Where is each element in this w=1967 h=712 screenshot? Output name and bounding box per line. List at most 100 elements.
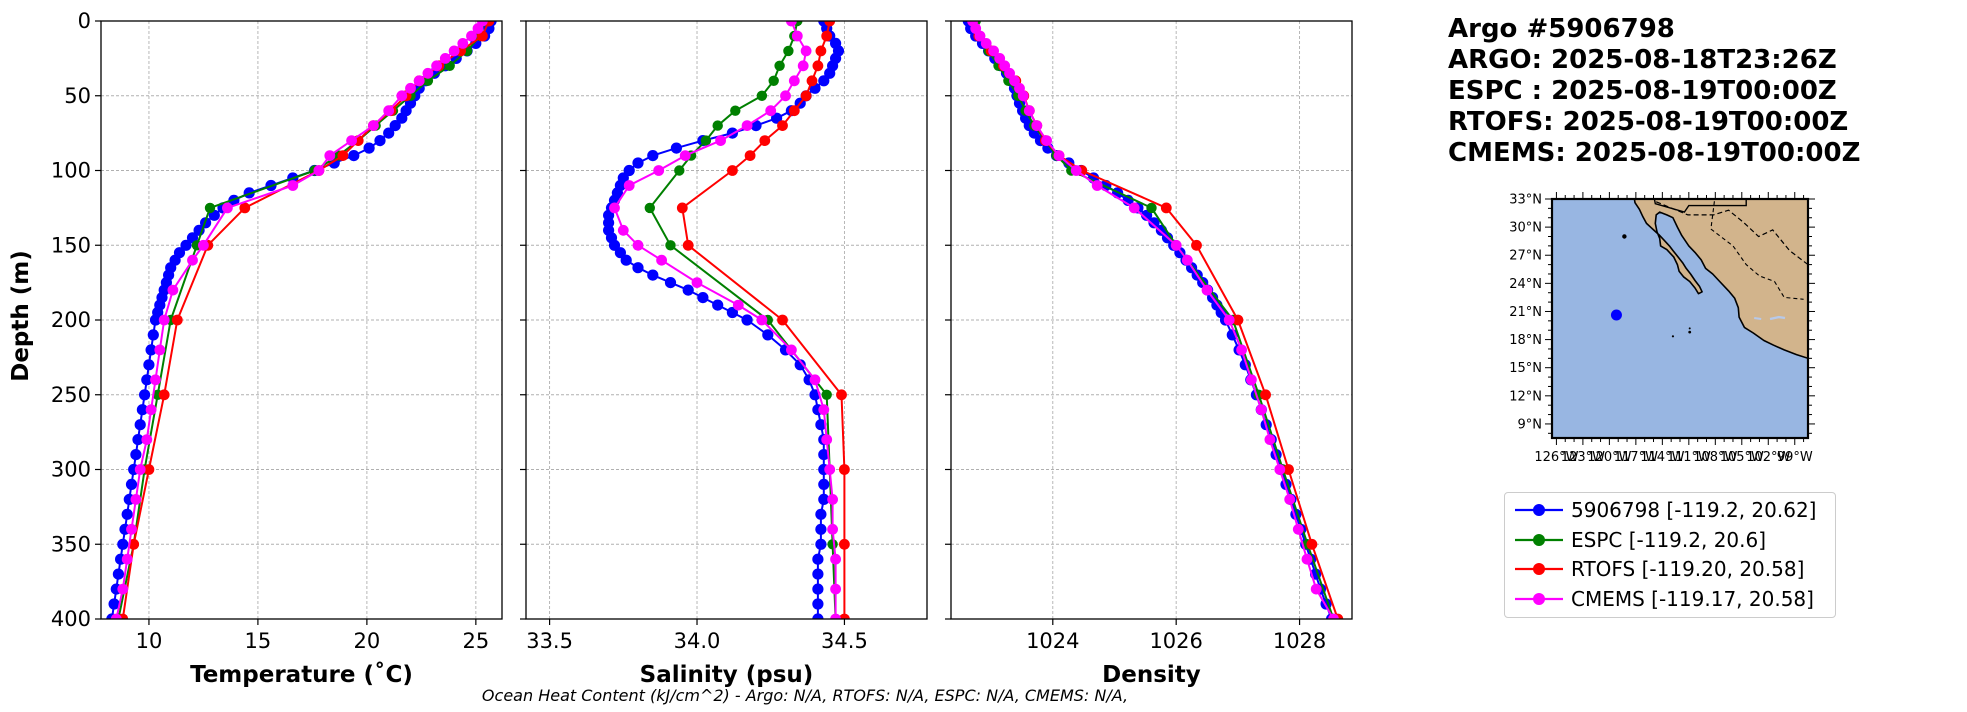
data-point-rtofs (839, 613, 850, 619)
data-point-rtofs (1260, 389, 1271, 401)
profile-panel-2: 33.5 34.0 34.5 Salinity (psu) (520, 20, 928, 688)
map-lon-label: 99°W (1777, 450, 1813, 465)
data-point-cmems (1246, 374, 1257, 386)
data-point-cmems (1031, 120, 1043, 131)
data-point-cmems (198, 239, 209, 251)
data-point-cmems (313, 165, 325, 176)
data-point-argo (112, 568, 124, 580)
footer-ohc-note: Ocean Heat Content (kJ/cm^2) - Argo: N/A… (482, 686, 1128, 705)
data-point-cmems (830, 583, 841, 595)
data-point-espc (827, 539, 838, 550)
profile-panels: 10 15 20 25050100150200250300350400Temperat… (51, 9, 1353, 688)
border-us-states (1653, 199, 1747, 213)
data-point-argo (812, 568, 824, 580)
map-lon-label: 120°W (1587, 450, 1631, 465)
data-point-cmems (222, 202, 233, 214)
data-point-cmems (145, 404, 157, 416)
data-point-argo (141, 374, 153, 386)
grid-lines (526, 20, 927, 620)
data-point-cmems (609, 202, 620, 214)
data-point-argo (143, 359, 155, 371)
x-tick-label: 1024 (1026, 629, 1079, 653)
data-point-rtofs (1191, 239, 1202, 251)
map-lon-label: 117°W (1614, 450, 1658, 465)
data-point-cmems (1053, 150, 1065, 162)
data-point-argo (632, 157, 644, 169)
data-point-cmems (1070, 165, 1082, 176)
data-point-rtofs (1160, 202, 1172, 214)
legend-item-espc: ESPC [-119.2, 20.6] (1505, 527, 1835, 557)
data-point-argo (1148, 217, 1160, 229)
data-point-cmems (800, 45, 812, 57)
data-point-cmems (472, 23, 484, 34)
data-point-argo (632, 262, 644, 274)
map-body (1552, 199, 1808, 438)
data-point-rtofs (839, 464, 850, 475)
data-point-cmems (1301, 553, 1313, 565)
y-tick-label: 150 (51, 233, 91, 257)
data-point-argo (712, 299, 724, 311)
data-point-espc (756, 90, 768, 102)
x-tick-label: 10 (136, 629, 163, 653)
data-point-espc (730, 105, 741, 116)
data-point-argo (815, 508, 827, 520)
argo-title: Argo #5906798 (1448, 14, 1675, 44)
series-cmems (609, 21, 841, 619)
data-point-argo (818, 493, 830, 505)
data-point-argo (139, 389, 151, 401)
data-point-argo (180, 239, 192, 251)
data-point-rtofs (806, 75, 818, 87)
data-point-argo (741, 314, 753, 326)
data-point-argo (623, 164, 635, 177)
data-point-cmems (632, 239, 644, 251)
map-lat-label: 30°N (1509, 221, 1542, 236)
map-lon-label: 105°W (1720, 450, 1764, 465)
data-point-cmems (383, 105, 395, 117)
data-point-rtofs (1232, 314, 1244, 326)
data-point-rtofs (143, 464, 155, 475)
data-point-espc (821, 389, 832, 400)
data-point-argo (136, 404, 148, 416)
data-point-cmems (187, 254, 198, 266)
data-point-argo (108, 598, 120, 610)
data-point-cmems (110, 613, 122, 619)
island-san-benedicto (1688, 327, 1691, 330)
data-point-cmems (830, 613, 841, 619)
legend-item-rtofs: RTOFS [-119.20, 20.58] (1505, 556, 1835, 586)
data-point-cmems (1292, 523, 1304, 535)
legend-label-rtofs: RTOFS [-119.20, 20.58] (1571, 557, 1805, 581)
x-axis-label: Temperature (˚C) (190, 661, 413, 688)
map-lat-label: 18°N (1509, 333, 1542, 348)
y-tick-label: 350 (51, 532, 91, 556)
data-point-cmems (1236, 344, 1247, 356)
data-point-espc (644, 202, 655, 214)
map-lat-label: 15°N (1509, 361, 1542, 376)
data-point-cmems (617, 224, 629, 236)
y-tick-label: 400 (51, 607, 91, 631)
data-point-cmems (287, 180, 299, 191)
data-point-cmems (1274, 464, 1286, 475)
x-tick-label: 34.0 (674, 629, 721, 653)
map-lat-label: 27°N (1509, 249, 1542, 264)
land-mainland (1633, 199, 1808, 360)
data-point-cmems (679, 150, 691, 162)
data-point-cmems (756, 314, 768, 326)
legend-label-cmems: CMEMS [-119.17, 20.58] (1571, 586, 1814, 611)
data-point-argo (389, 120, 401, 132)
data-point-cmems (439, 53, 451, 64)
data-point-argo (812, 613, 824, 619)
data-point-argo (726, 306, 739, 319)
data-point-rtofs (788, 105, 800, 117)
data-point-rtofs (128, 538, 140, 550)
data-point-rtofs (727, 165, 738, 176)
data-point-rtofs (836, 389, 847, 401)
data-point-argo (818, 449, 830, 461)
legend-swatch-cmems (1515, 592, 1563, 605)
data-point-argo (818, 478, 830, 490)
data-point-cmems (791, 30, 803, 42)
data-point-cmems (786, 344, 797, 356)
profile-panel-1: 10 15 20 25050100150200250300350400Temperat… (51, 9, 503, 688)
legend-swatch-espc (1515, 533, 1563, 546)
data-point-rtofs (1306, 538, 1318, 550)
data-point-cmems (780, 90, 791, 102)
